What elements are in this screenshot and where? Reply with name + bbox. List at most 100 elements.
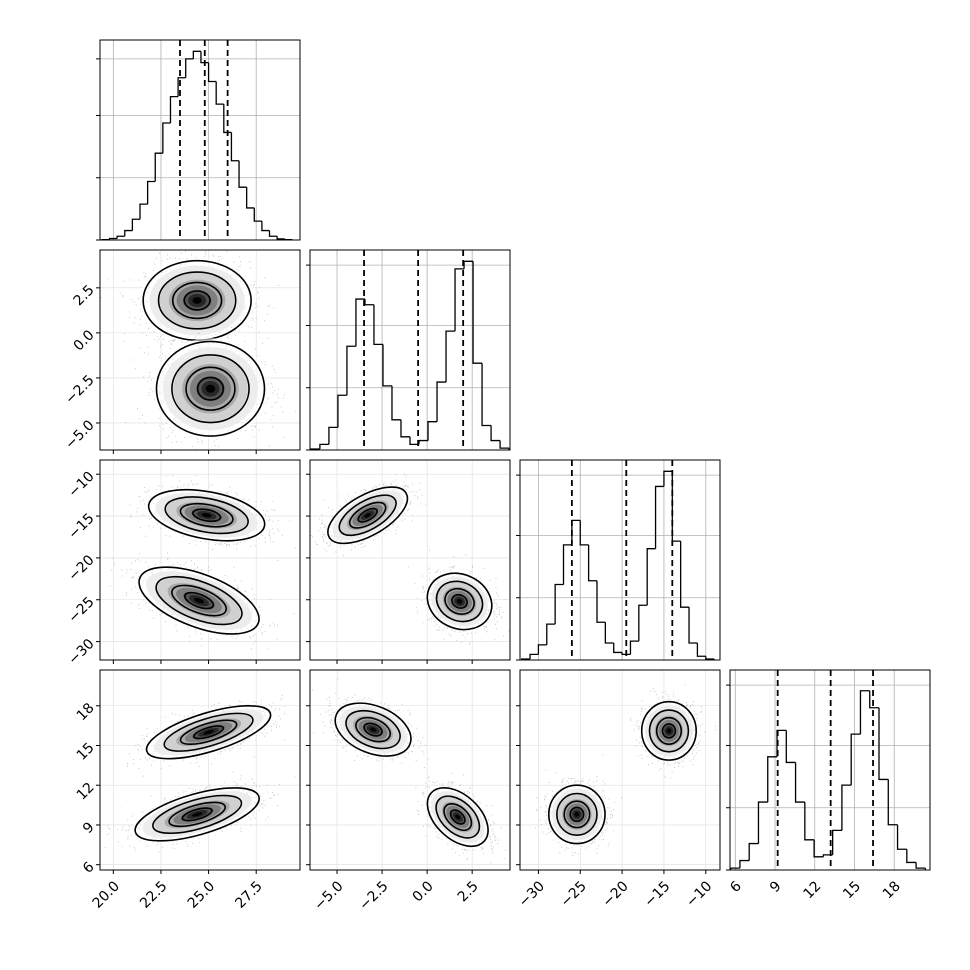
density-fill <box>369 727 377 732</box>
contour-line <box>334 702 412 757</box>
panel-background <box>310 250 510 450</box>
histogram-bar <box>804 802 815 841</box>
density-cluster <box>535 754 622 856</box>
panel-content <box>100 460 300 660</box>
x-tick-label: −5.0 <box>311 878 346 913</box>
histogram-panel-p0 <box>96 39 301 241</box>
panel-frame <box>309 459 511 661</box>
density-cluster <box>104 756 296 853</box>
histogram-bar <box>427 421 438 441</box>
panel-content <box>310 460 510 660</box>
contour-line <box>444 587 475 615</box>
density-fill <box>205 384 216 393</box>
panel-frame <box>729 669 931 871</box>
histogram-bar <box>436 381 447 422</box>
histogram-bar <box>215 81 224 105</box>
x-tick-label: 2.5 <box>455 878 482 905</box>
histogram-bar <box>154 152 163 182</box>
histogram-bar <box>841 784 852 831</box>
contour-line <box>569 806 585 823</box>
histogram-bar <box>859 690 870 735</box>
density-fill <box>455 814 461 820</box>
histogram-bar <box>785 730 796 764</box>
y-tick-label: 15 <box>74 740 98 764</box>
y-tick-label: −30 <box>65 636 97 668</box>
histogram-bar <box>238 160 247 188</box>
histogram-bar <box>177 77 186 97</box>
histogram-bar <box>108 237 118 240</box>
histogram-bar <box>596 580 606 623</box>
contour-line <box>183 591 215 610</box>
panel-background <box>100 670 300 870</box>
histogram-bar <box>638 604 648 642</box>
histogram-bar <box>767 756 778 803</box>
density-fill <box>192 297 202 304</box>
histogram-bar <box>391 385 401 421</box>
density-panel-p2-p3 <box>516 669 721 874</box>
contour-line <box>449 809 466 825</box>
contour-line <box>192 508 222 523</box>
contour-line <box>196 376 225 401</box>
contour-line <box>426 787 489 848</box>
y-tick-label: −2.5 <box>62 372 97 407</box>
histogram-bar <box>915 862 926 869</box>
histogram-panel-p3 <box>726 669 931 871</box>
x-tick-label: −25 <box>558 878 590 910</box>
panel-frame <box>99 669 301 871</box>
histogram-bar <box>382 344 392 387</box>
histogram-bar <box>696 643 706 657</box>
panel-frame <box>99 39 301 241</box>
histogram-bar <box>472 261 483 364</box>
histogram-bar <box>400 419 410 438</box>
y-tick-label: 9 <box>80 819 98 837</box>
panel-background <box>310 460 510 660</box>
x-tick-label: 15 <box>840 878 864 902</box>
panel-background <box>100 40 300 240</box>
histogram-bar <box>253 207 262 222</box>
histogram-bar <box>418 439 429 445</box>
histogram-bar <box>162 122 171 154</box>
contour-line <box>155 575 243 626</box>
y-tick-label: 6 <box>80 859 98 877</box>
density-fill <box>364 512 372 518</box>
contour-line <box>327 486 409 545</box>
density-fill <box>456 599 463 604</box>
x-tick-label: −2.5 <box>356 878 391 913</box>
density-cluster <box>629 684 717 779</box>
histogram-bar <box>654 485 664 549</box>
density-fill <box>191 812 203 817</box>
density-cluster <box>310 473 426 556</box>
histogram-bar <box>562 544 572 585</box>
contour-line <box>348 501 387 529</box>
histogram-bar <box>131 218 140 231</box>
histogram-bar <box>276 236 285 240</box>
x-tick-label: 18 <box>880 878 904 902</box>
contour-line <box>355 716 391 743</box>
x-tick-label: −30 <box>516 878 548 910</box>
contour-line <box>193 725 225 740</box>
contour-line <box>168 801 226 828</box>
density-cluster <box>123 307 297 450</box>
histogram-bar <box>794 762 805 803</box>
contour-line <box>164 496 249 535</box>
x-tick-label: 9 <box>767 878 785 896</box>
y-tick-label: 12 <box>74 780 98 804</box>
contour-line <box>363 722 383 737</box>
panel-frame <box>519 459 721 661</box>
y-tick-label: −10 <box>65 469 97 501</box>
histogram-bar <box>579 520 589 546</box>
histogram-bar <box>409 436 420 445</box>
density-fill <box>574 811 580 817</box>
histogram-bar <box>481 363 492 427</box>
histogram-bar <box>124 229 133 237</box>
x-tick-label: 12 <box>800 878 824 902</box>
y-tick-label: 2.5 <box>71 282 98 309</box>
contour-line <box>563 800 591 829</box>
density-cluster <box>312 678 429 769</box>
contour-line <box>134 787 260 842</box>
contour-line <box>171 354 250 424</box>
histogram-bar <box>192 50 201 59</box>
x-tick-label: 22.5 <box>137 878 170 911</box>
histogram-bar <box>688 607 698 644</box>
